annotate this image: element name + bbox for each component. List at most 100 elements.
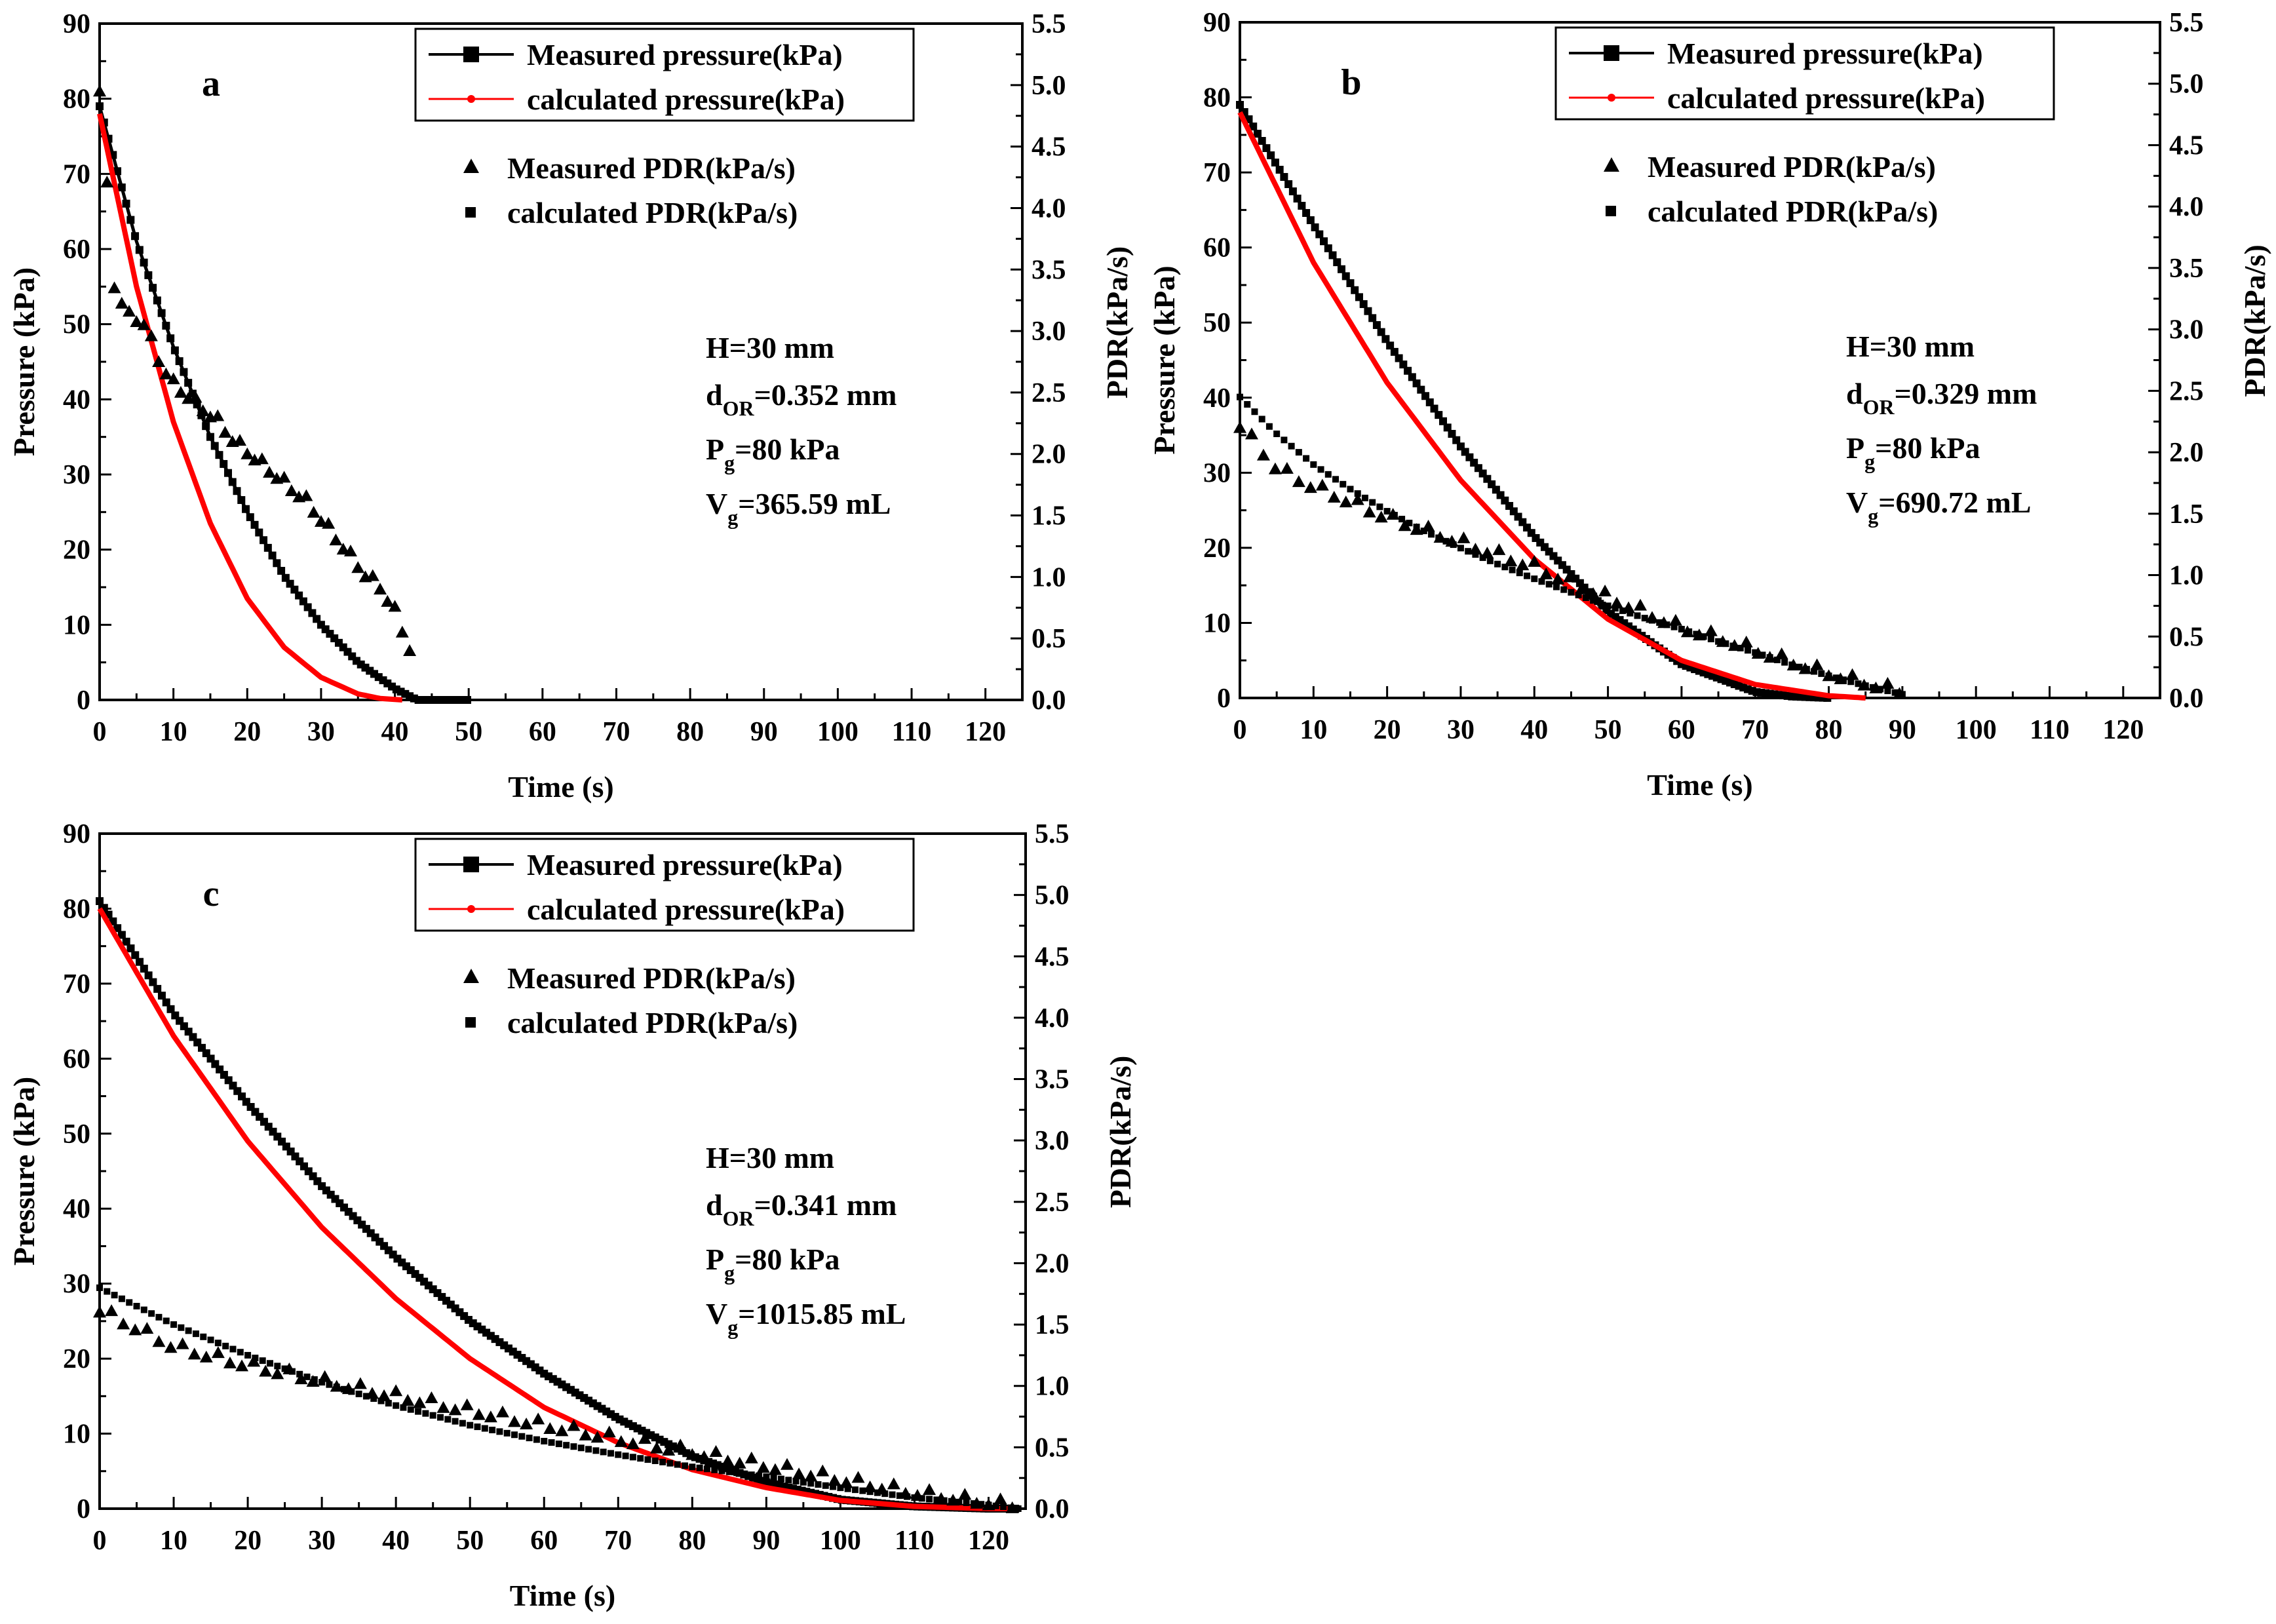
measured-pdr-point bbox=[1327, 490, 1341, 503]
measured-pdr-point bbox=[164, 1341, 178, 1353]
calculated-pdr-point bbox=[1332, 476, 1340, 483]
calculated-pdr-point bbox=[155, 1313, 163, 1321]
measured-pressure-point bbox=[162, 998, 170, 1007]
annotation-value: =1015.85 mL bbox=[738, 1297, 906, 1330]
measured-pdr-point bbox=[1657, 616, 1670, 628]
x-tick-label: 100 bbox=[817, 717, 858, 747]
measured-pressure-point bbox=[233, 487, 241, 495]
measured-pdr-point bbox=[1492, 543, 1506, 555]
annotation-value: =80 kPa bbox=[1875, 431, 1980, 465]
calculated-pdr-point bbox=[1670, 623, 1678, 630]
y-tick-label: 30 bbox=[63, 1269, 90, 1300]
measured-pdr-point bbox=[531, 1412, 545, 1425]
calculated-pdr-point bbox=[489, 1426, 496, 1433]
series-measured-pdr bbox=[93, 85, 417, 656]
measured-pressure-point bbox=[210, 442, 219, 450]
legend-marker-triangle bbox=[463, 969, 479, 983]
legend-entry: Measured pressure(kPa) bbox=[1667, 37, 1983, 70]
measured-pressure-point bbox=[153, 984, 162, 993]
measured-pdr-point bbox=[1810, 658, 1824, 670]
calculated-pdr-point bbox=[659, 1458, 666, 1465]
annotation-value: =0.341 mm bbox=[754, 1188, 897, 1222]
measured-pressure-point bbox=[1302, 208, 1311, 217]
measured-pressure-point bbox=[126, 216, 135, 224]
calculated-pdr-point bbox=[592, 1447, 600, 1454]
measured-pressure-point bbox=[135, 246, 144, 254]
calculated-pdr-point bbox=[666, 1460, 674, 1467]
calculated-pdr-point bbox=[933, 1496, 940, 1503]
measured-pdr-point bbox=[189, 391, 203, 403]
calculated-pdr-point bbox=[326, 1381, 333, 1388]
annotation-line: H=30 mm bbox=[706, 1141, 834, 1174]
measured-pressure-point bbox=[180, 368, 188, 376]
measured-pressure-point bbox=[140, 965, 148, 973]
measured-pdr-point bbox=[144, 329, 158, 341]
x-tick-label: 10 bbox=[160, 1526, 187, 1556]
measured-pressure-point bbox=[1338, 265, 1346, 273]
legend-marker-dot bbox=[467, 95, 475, 103]
measured-pressure-point bbox=[220, 459, 228, 468]
measured-pressure-point bbox=[1430, 404, 1438, 413]
measured-pdr-point bbox=[626, 1437, 640, 1450]
calculated-pdr-point bbox=[844, 1485, 851, 1492]
measured-pdr-point bbox=[1751, 647, 1765, 659]
y-tick-label: 50 bbox=[63, 1119, 90, 1150]
calculated-pdr-point bbox=[896, 1492, 903, 1499]
annotation-line: Pg=80 kPa bbox=[1846, 431, 1980, 473]
y-axis-label: Pressure (kPa) bbox=[1148, 265, 1181, 454]
calculated-pdr-point bbox=[1811, 668, 1818, 675]
x-tick-label: 40 bbox=[382, 1526, 410, 1556]
y-tick-label: 20 bbox=[63, 535, 90, 566]
measured-pressure-point bbox=[1320, 237, 1328, 246]
calculated-pdr-point bbox=[1000, 1503, 1007, 1511]
measured-pdr-point bbox=[1457, 531, 1471, 543]
y-tick-label: 40 bbox=[63, 1194, 90, 1224]
measured-pdr-point bbox=[1433, 531, 1447, 543]
calculated-pdr-point bbox=[1324, 471, 1332, 478]
measured-pdr-point bbox=[307, 505, 320, 518]
y2-tick-label: 1.0 bbox=[1032, 562, 1066, 592]
calculated-pdr-point bbox=[585, 1446, 592, 1453]
calculated-pdr-point bbox=[748, 1471, 755, 1479]
measured-pressure-point bbox=[1425, 398, 1434, 406]
measured-pdr-point bbox=[223, 1356, 237, 1368]
y-tick-label: 50 bbox=[1203, 308, 1231, 338]
measured-pressure-point bbox=[1346, 279, 1355, 288]
calculated-pdr-point bbox=[355, 1390, 362, 1397]
x-tick-label: 50 bbox=[455, 717, 482, 747]
measured-pressure-point bbox=[1258, 136, 1266, 145]
measured-pressure-point bbox=[246, 513, 254, 522]
x-tick-label: 60 bbox=[1668, 715, 1695, 745]
measured-pdr-point bbox=[1516, 558, 1530, 571]
calculated-pdr-point bbox=[792, 1478, 800, 1485]
measured-pdr-point bbox=[1610, 596, 1624, 609]
x-tick-label: 60 bbox=[530, 1526, 558, 1556]
measured-pdr-point bbox=[970, 1496, 984, 1509]
x-tick-label: 30 bbox=[1447, 715, 1475, 745]
measured-pdr-point bbox=[1374, 511, 1388, 523]
x-tick-label: 70 bbox=[1741, 715, 1769, 745]
annotation-subscript: OR bbox=[723, 1207, 755, 1230]
calculated-pdr-point bbox=[955, 1498, 963, 1505]
x-tick-label: 30 bbox=[308, 1526, 336, 1556]
y-tick-label: 90 bbox=[1203, 8, 1231, 38]
measured-pressure-point bbox=[1404, 366, 1412, 375]
annotation-subscript: OR bbox=[1863, 395, 1895, 419]
measured-pdr-point bbox=[1668, 613, 1682, 626]
annotation-symbol: V bbox=[1846, 486, 1868, 519]
measured-pressure-point bbox=[1253, 130, 1262, 138]
calculated-pressure-line bbox=[97, 907, 1018, 1511]
panel-label: b bbox=[1341, 62, 1361, 103]
calculated-pdr-point bbox=[1428, 531, 1435, 538]
legend-entry: calculated PDR(kPa/s) bbox=[507, 1006, 798, 1039]
annotation-subscript: g bbox=[1864, 450, 1875, 473]
annotation-line: H=30 mm bbox=[706, 331, 834, 364]
measured-pdr-point bbox=[1727, 639, 1741, 651]
calculated-pdr-point bbox=[459, 1420, 466, 1427]
calculated-pdr-point bbox=[570, 1443, 577, 1450]
annotation-line: dOR=0.329 mm bbox=[1846, 377, 2037, 419]
calculated-pdr-point bbox=[1560, 586, 1568, 593]
y-axis-label: Pressure (kPa) bbox=[7, 1077, 41, 1266]
measured-pressure-point bbox=[1288, 187, 1297, 195]
